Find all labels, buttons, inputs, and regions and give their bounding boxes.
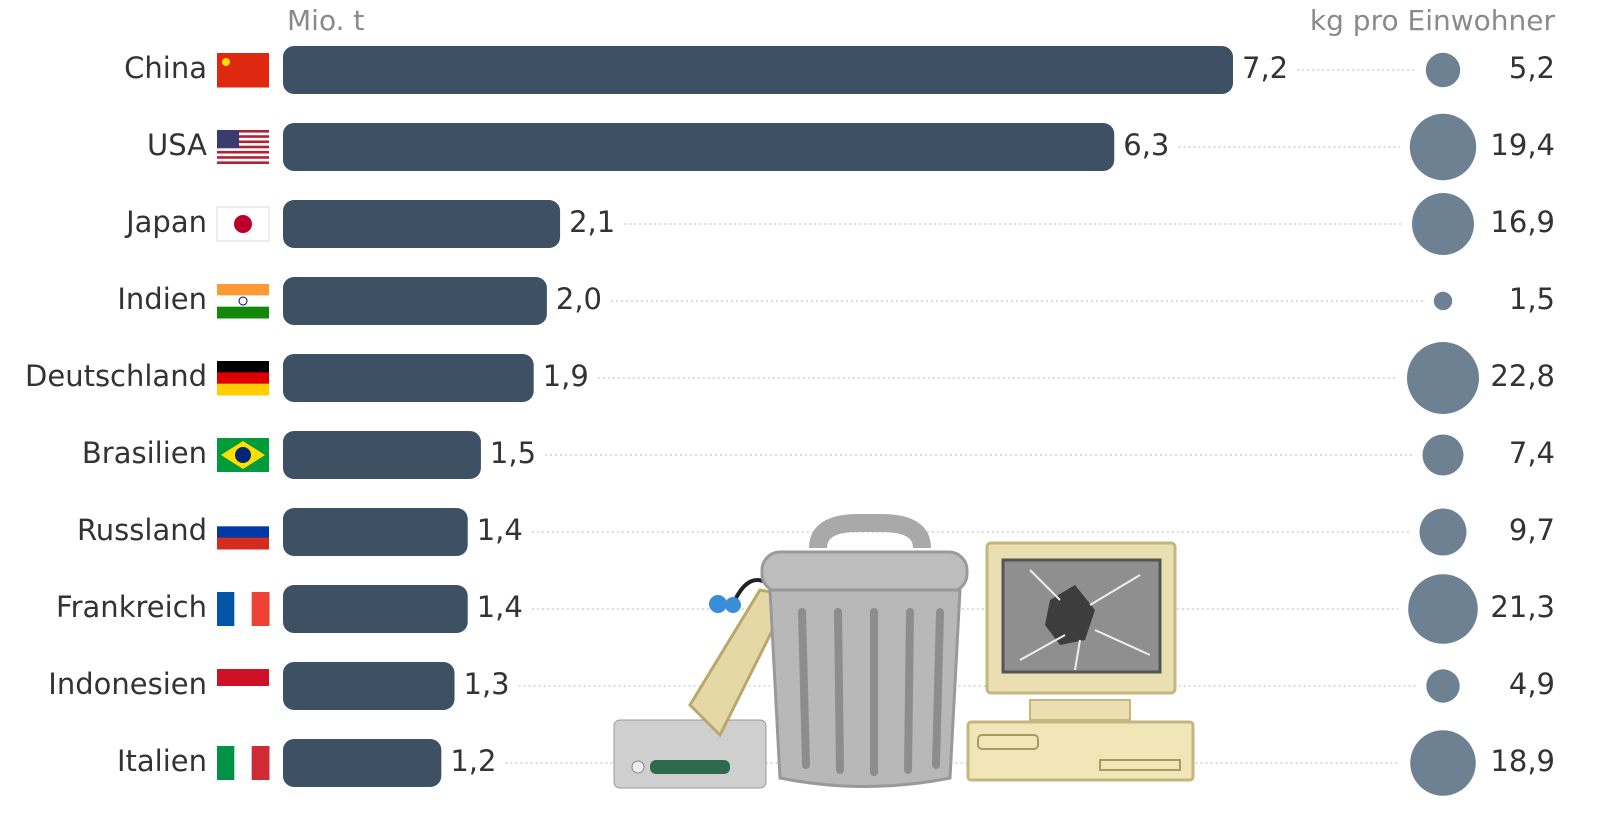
bubble-value-label: 5,2 (1509, 51, 1555, 85)
bubble (1426, 669, 1460, 703)
bar (283, 277, 547, 325)
bubble-value-label: 19,4 (1490, 128, 1555, 162)
bubble (1410, 730, 1476, 796)
flag (217, 130, 269, 164)
x-axis-label: Mio. t (287, 4, 364, 37)
flag (217, 438, 269, 472)
bar (283, 46, 1233, 94)
value-label: 1,3 (464, 667, 510, 701)
bubble (1407, 342, 1479, 414)
value-label: 1,9 (543, 359, 589, 393)
value-label: 2,1 (569, 205, 615, 239)
e-waste-illustration (613, 514, 1195, 789)
category-label: Japan (124, 205, 207, 239)
bar (283, 662, 455, 710)
bar (283, 200, 561, 248)
bubble-value-label: 7,4 (1509, 436, 1555, 470)
bubble (1412, 193, 1474, 255)
value-label: 1,4 (477, 513, 523, 547)
value-label: 6,3 (1123, 128, 1169, 162)
category-label: USA (147, 128, 207, 162)
bubble-value-label: 4,9 (1509, 667, 1555, 701)
value-label: 7,2 (1242, 51, 1288, 85)
flag (217, 361, 269, 396)
bubble-value-label: 9,7 (1509, 513, 1555, 547)
bubble (1422, 434, 1464, 476)
bubble-value-label: 22,8 (1490, 359, 1555, 393)
category-label: Russland (77, 513, 207, 547)
category-label: Brasilien (82, 436, 207, 470)
flag (217, 746, 270, 780)
flag (217, 592, 270, 626)
category-label: China (124, 51, 207, 85)
value-label: 1,4 (477, 590, 523, 624)
value-label: 1,2 (450, 744, 496, 778)
value-label: 1,5 (490, 436, 536, 470)
bubble (1409, 113, 1477, 181)
flag (217, 515, 269, 550)
bubble (1419, 508, 1467, 556)
bar (283, 354, 534, 402)
bubble (1425, 52, 1461, 88)
bar (283, 585, 468, 633)
value-label: 2,0 (556, 282, 602, 316)
bar (283, 508, 468, 556)
flag (217, 53, 269, 88)
bar (283, 123, 1115, 171)
bar (283, 739, 442, 787)
bubble-value-label: 18,9 (1490, 744, 1555, 778)
flag (217, 284, 269, 319)
category-label: Deutschland (25, 359, 207, 393)
flag (217, 669, 269, 704)
category-label: Italien (117, 744, 207, 778)
category-label: Frankreich (56, 590, 207, 624)
bubble (1433, 291, 1453, 311)
bubble-value-label: 16,9 (1490, 205, 1555, 239)
bubble-value-label: 1,5 (1509, 282, 1555, 316)
category-label: Indonesien (48, 667, 207, 701)
bubble (1408, 574, 1478, 644)
category-label: Indien (117, 282, 207, 316)
bubble-value-label: 21,3 (1490, 590, 1555, 624)
bar (283, 431, 481, 479)
bubble-label: kg pro Einwohner (1310, 4, 1556, 37)
flag (216, 206, 270, 242)
